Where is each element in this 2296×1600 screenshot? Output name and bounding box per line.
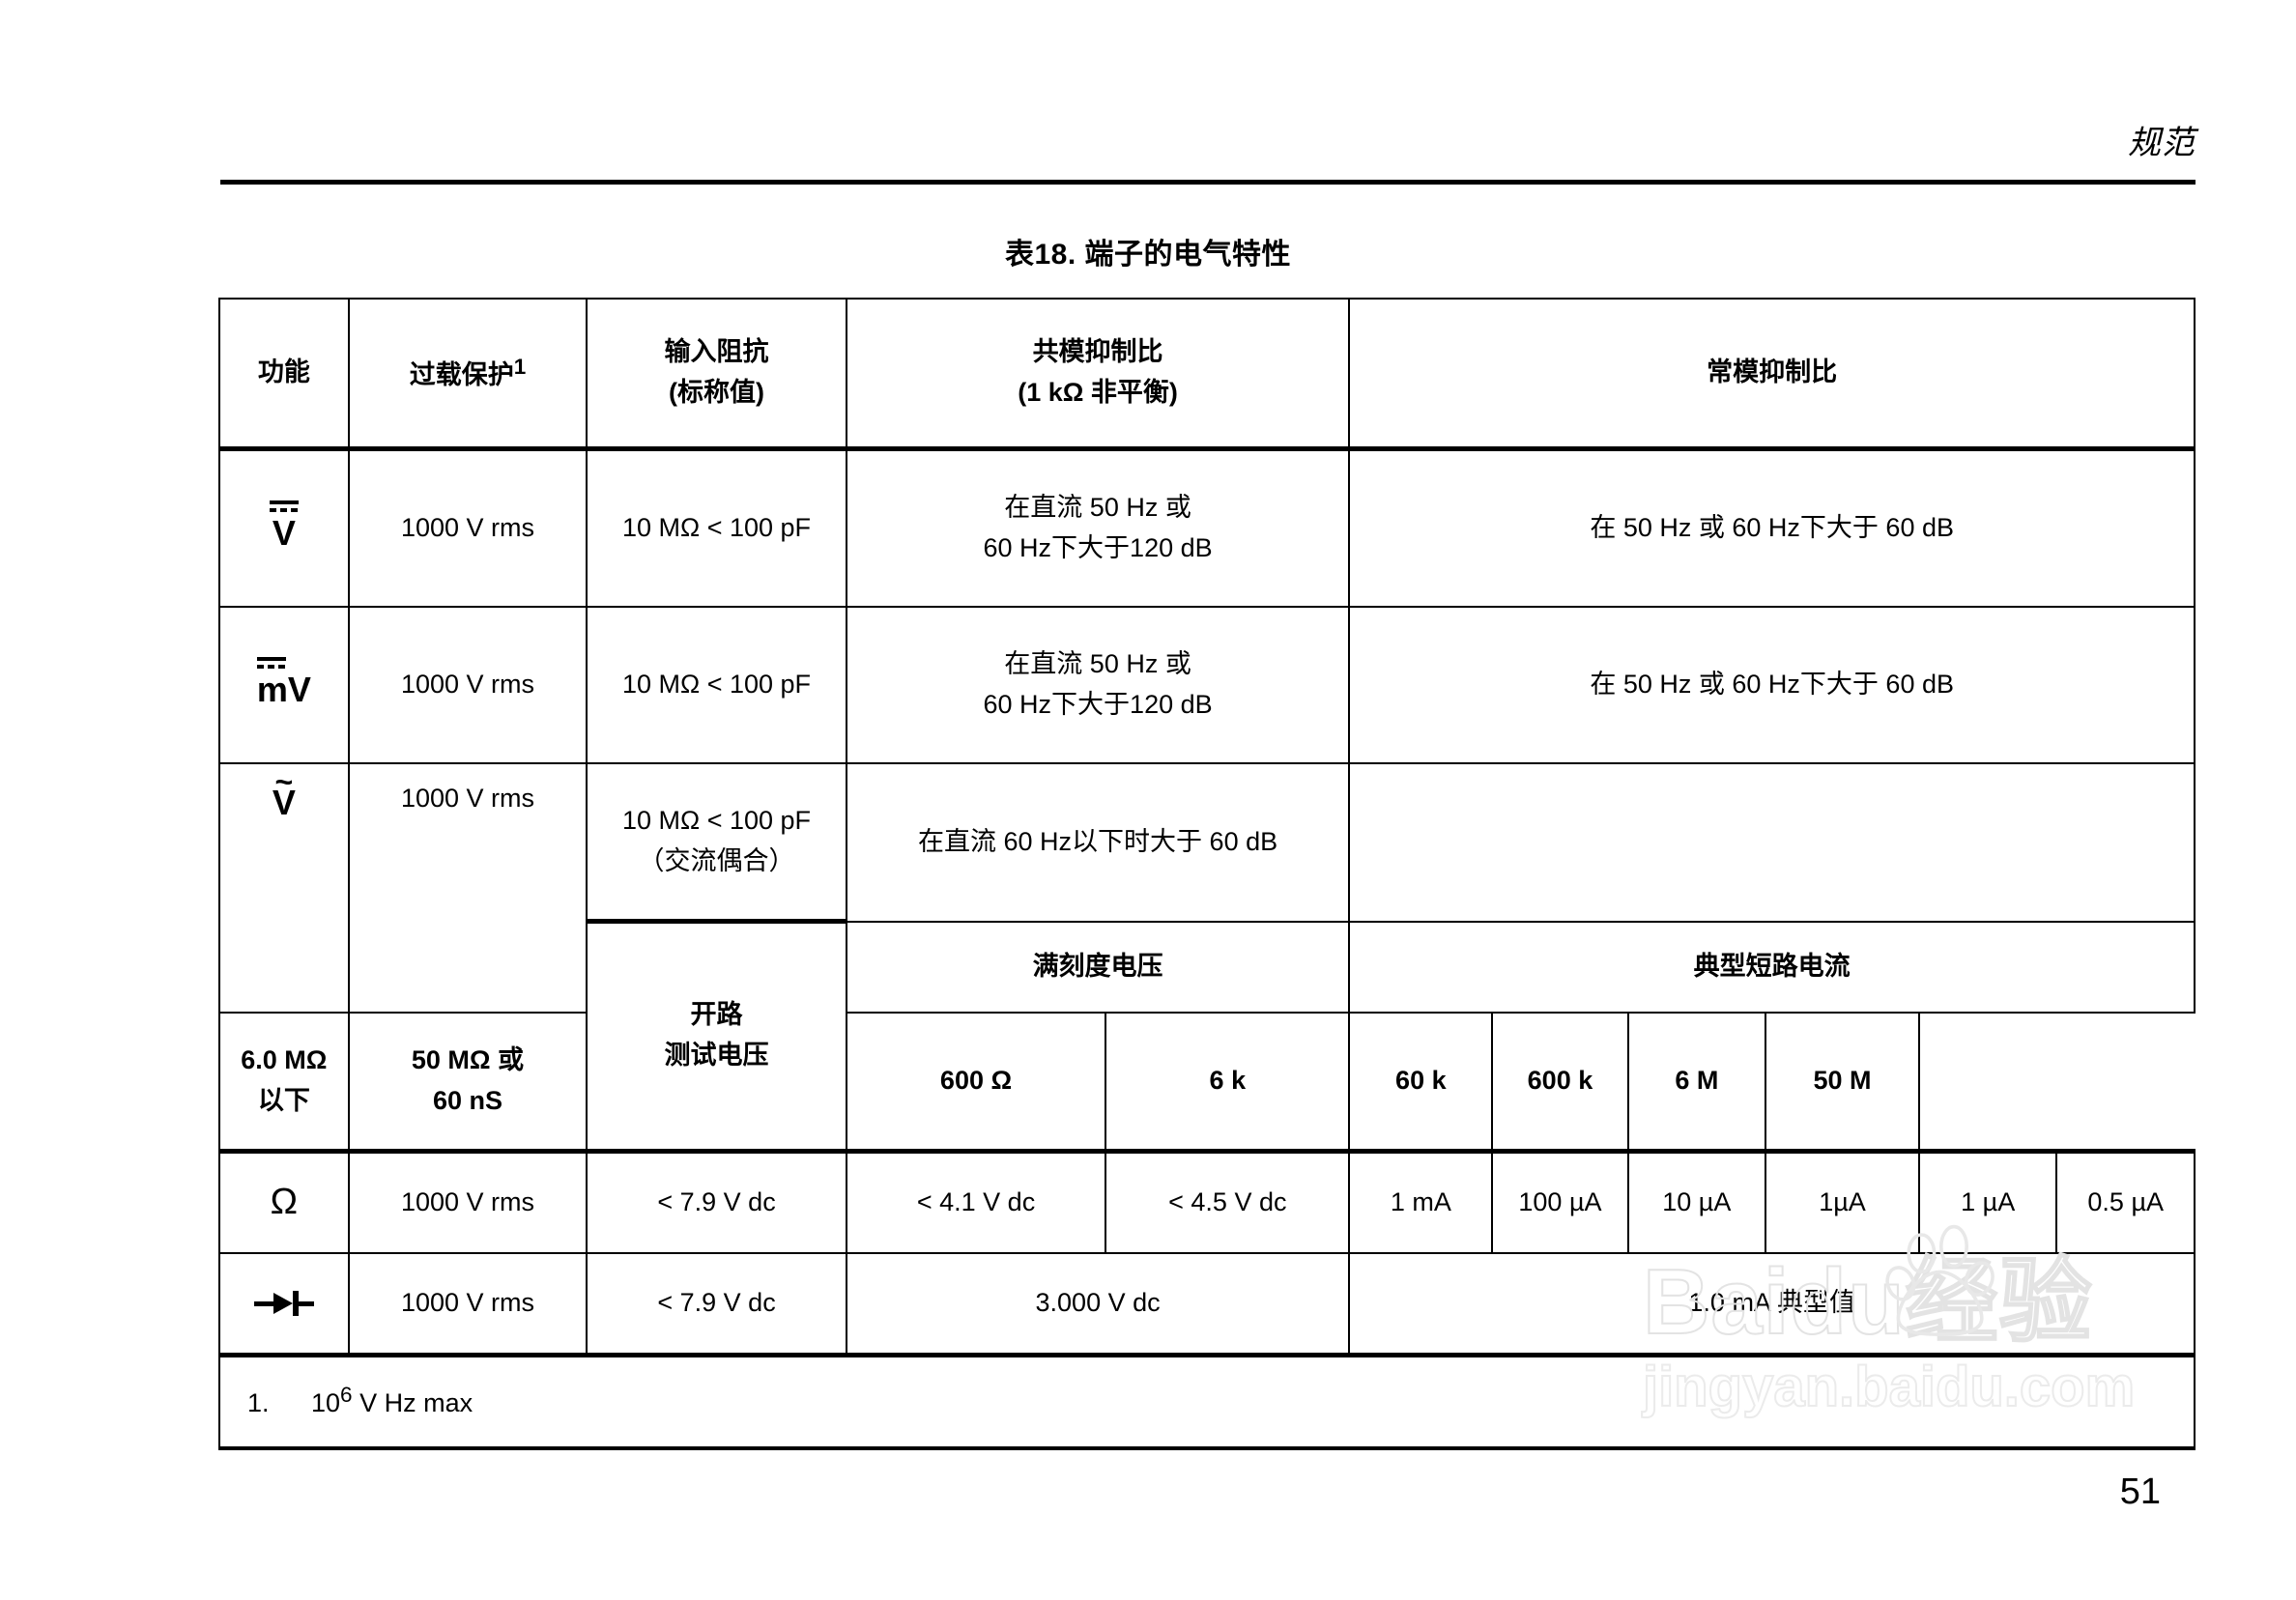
cmrr-value-line2: 60 Hz下大于120 dB [983, 690, 1213, 719]
spec-table-container: 功能 过载保护1 输入阻抗 (标称值) 共模抑制比 (1 kΩ 非平衡) 常模抑… [218, 298, 2196, 1450]
overload-protection-label: 过载保护 [409, 359, 514, 389]
open-circuit-line2: 测试电压 [664, 1041, 769, 1071]
cmrr-value: 在直流 50 Hz 或 60 Hz下大于120 dB [845, 447, 1351, 608]
ac-volts-letter: V [272, 783, 296, 823]
footnote-text-before: 10 [311, 1388, 341, 1418]
overload-value: 1000 V rms [347, 606, 588, 764]
table-caption: 表18. 端子的电气特性 [1004, 239, 1292, 271]
subheader-range-600-ohm: 600 Ω [845, 1011, 1107, 1152]
overload-value-text: 1000 V rms [400, 783, 535, 813]
dc-volts-letter: V [272, 512, 296, 553]
footnote-superscript: 6 [340, 1383, 353, 1408]
page-number: 51 [2119, 1471, 2161, 1512]
full-scale-value: 3.000 V dc [845, 1251, 1351, 1356]
column-header-input-impedance: 输入阻抗 (标称值) [586, 298, 847, 451]
ohms-subheader-columns-row: 6.0 MΩ 以下 50 MΩ 或 60 nS 600 Ω 6 k 60 k 6… [218, 1011, 2195, 1152]
subheader-typical-short-circuit-current: 典型短路电流 [1348, 920, 2196, 1014]
subheader-range-6k: 6 k [1105, 1011, 1351, 1152]
table-header-row: 功能 过载保护1 输入阻抗 (标称值) 共模抑制比 (1 kΩ 非平衡) 常模抑… [218, 298, 2196, 451]
tilde-mark-icon: ~ [274, 764, 294, 800]
cmrr-value-line2: 60 Hz下大于120 dB [983, 533, 1213, 562]
cmrr-value: 在直流 60 Hz以下时大于 60 dB [845, 762, 1351, 923]
cmrr-value-line1: 在直流 50 Hz 或 [1004, 649, 1191, 679]
function-symbol-dc-millivolts: mV [218, 606, 350, 764]
ohms-icon: Ω [270, 1182, 299, 1223]
short-circuit-value-50m: 0.5 µA [2055, 1148, 2196, 1254]
full-scale-col2-line2: 60 nS [432, 1085, 503, 1115]
terminal-electrical-characteristics-table: 功能 过载保护1 输入阻抗 (标称值) 共模抑制比 (1 kΩ 非平衡) 常模抑… [218, 298, 2196, 1450]
footnote: 1. 106 V Hz max [218, 1352, 2196, 1450]
full-scale-value-2: < 4.5 V dc [1105, 1148, 1351, 1254]
dc-millivolts-letters: mV [256, 669, 311, 709]
footnote-row: 1. 106 V Hz max [218, 1352, 2196, 1450]
function-symbol-diode-test [218, 1251, 350, 1356]
short-circuit-value: 1.0 mA 典型值 [1348, 1251, 2196, 1356]
cmrr-line1: 共模抑制比 [1032, 337, 1163, 367]
dc-millivolts-icon: mV [256, 656, 311, 709]
cmrr-value-line1: 在直流 60 Hz以下时大于 60 dB [918, 826, 1278, 856]
subheader-range-50m: 50 M [1765, 1011, 1920, 1152]
impedance-value-line2: （交流偶合） [638, 846, 795, 875]
nmrr-value: 在 50 Hz 或 60 Hz下大于 60 dB [1348, 606, 2196, 764]
dc-mark-icon [256, 656, 286, 670]
subheader-full-scale-col-2: 50 MΩ 或 60 nS [347, 1011, 588, 1152]
short-circuit-value-60k: 10 µA [1626, 1148, 1767, 1254]
diode-icon [253, 1289, 314, 1318]
impedance-value: 10 MΩ < 100 pF [586, 606, 847, 764]
overload-value: 1000 V rms [347, 762, 588, 1014]
nmrr-value: 在 50 Hz 或 60 Hz下大于 60 dB [1348, 447, 2196, 608]
full-scale-value-1: < 4.1 V dc [845, 1148, 1107, 1254]
subheader-range-6m: 6 M [1626, 1011, 1767, 1152]
table-row: 1000 V rms < 7.9 V dc 3.000 V dc 1.0 mA … [218, 1251, 2196, 1356]
subheader-range-600k: 600 k [1491, 1011, 1629, 1152]
overload-value: 1000 V rms [347, 1251, 588, 1356]
short-circuit-value-6k: 100 µA [1491, 1148, 1629, 1254]
subheader-full-scale-col-1: 6.0 MΩ 以下 [218, 1011, 350, 1152]
subheader-open-circuit-test-voltage: 开路 测试电压 [586, 919, 847, 1152]
open-circuit-value: < 7.9 V dc [586, 1148, 847, 1254]
column-header-nmrr: 常模抑制比 [1348, 298, 2196, 451]
impedance-value: 10 MΩ < 100 pF [586, 447, 847, 608]
table-row: V 1000 V rms 10 MΩ < 100 pF 在直流 50 Hz 或 … [218, 447, 2196, 608]
open-circuit-value: < 7.9 V dc [586, 1251, 847, 1356]
cmrr-value: 在直流 50 Hz 或 60 Hz下大于120 dB [845, 606, 1351, 764]
open-circuit-line1: 开路 [690, 1000, 743, 1030]
table-row: ~ V 1000 V rms 10 MΩ < 100 pF （交流偶合） 在直流… [218, 762, 2196, 1014]
subheader-full-scale-voltage: 满刻度电压 [845, 920, 1351, 1014]
cmrr-line2: (1 kΩ 非平衡) [1018, 378, 1178, 407]
footnote-text-after: V Hz max [352, 1388, 474, 1418]
short-circuit-value-600-ohm: 1 mA [1348, 1148, 1494, 1254]
subheader-range-60k: 60 k [1348, 1011, 1494, 1152]
function-symbol-ac-volts: ~ V [218, 762, 350, 1014]
full-scale-col1-line2: 以下 [257, 1085, 310, 1115]
full-scale-col2-line1: 50 MΩ 或 [411, 1044, 525, 1074]
header-rule [220, 180, 2196, 185]
impedance-value-line1: 10 MΩ < 100 pF [622, 806, 812, 836]
input-impedance-line2: (标称值) [669, 378, 765, 407]
overload-value: 1000 V rms [347, 1148, 588, 1254]
table-row: Ω 1000 V rms < 7.9 V dc < 4.1 V dc < 4.5… [218, 1148, 2196, 1254]
input-impedance-line1: 输入阻抗 [664, 337, 769, 367]
short-circuit-value-6m: 1 µA [1917, 1148, 2058, 1254]
function-symbol-ohms: Ω [218, 1148, 350, 1254]
impedance-value: 10 MΩ < 100 pF （交流偶合） [586, 762, 847, 923]
column-header-cmrr: 共模抑制比 (1 kΩ 非平衡) [845, 298, 1351, 451]
header-title: 规范 [2128, 125, 2196, 161]
short-circuit-value-600k: 1µA [1765, 1148, 1920, 1254]
function-symbol-dc-volts: V [218, 447, 350, 608]
page-header: 规范 [220, 116, 2196, 193]
column-header-overload-protection: 过载保护1 [347, 298, 588, 451]
footnote-marker: 1 [513, 354, 527, 379]
full-scale-col1-line1: 6.0 MΩ [241, 1044, 328, 1074]
ac-volts-icon: ~ V [272, 766, 296, 823]
table-row: mV 1000 V rms 10 MΩ < 100 pF 在直流 50 Hz 或… [218, 606, 2196, 764]
nmrr-value [1348, 762, 2196, 923]
ohms-subheader-group-row: 开路 测试电压 满刻度电压 典型短路电流 [219, 919, 2196, 1152]
column-header-function: 功能 [218, 298, 350, 451]
footnote-number: 1. [247, 1388, 270, 1418]
overload-value: 1000 V rms [347, 447, 588, 608]
dc-volts-icon: V [269, 500, 299, 553]
dc-mark-icon [269, 500, 299, 513]
cmrr-value-line1: 在直流 50 Hz 或 [1004, 493, 1191, 523]
